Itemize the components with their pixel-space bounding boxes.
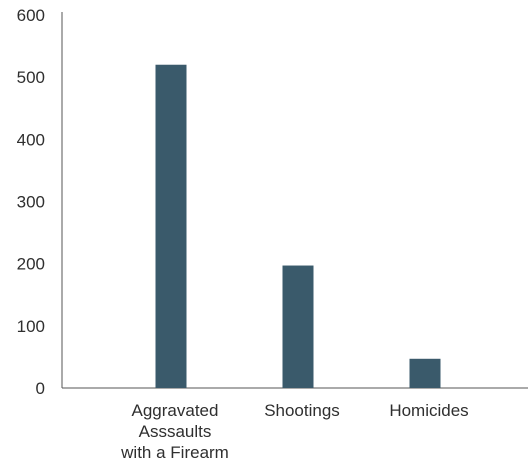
category-label-0-line-1: Asssaults [139,422,212,441]
y-tick-label-200: 200 [17,255,45,274]
bar-1 [282,265,314,388]
category-label-1-line-0: Shootings [264,401,340,420]
category-label-0-line-2: with a Firearm [120,443,229,462]
y-tick-label-600: 600 [17,6,45,25]
category-label-0-line-0: Aggravated [132,401,219,420]
y-tick-label-400: 400 [17,130,45,149]
y-tick-label-300: 300 [17,193,45,212]
bar-0 [155,64,187,388]
bar-2 [409,358,441,388]
y-axis-ticks: 0 100 200 300 400 500 600 [17,6,45,398]
category-label-2-line-0: Homicides [389,401,468,420]
bars-group [155,64,441,388]
y-tick-label-0: 0 [36,379,45,398]
x-axis-labels: Aggravated Asssaults with a Firearm Shootin… [120,401,469,462]
y-tick-label-100: 100 [17,317,45,336]
y-tick-label-500: 500 [17,68,45,87]
